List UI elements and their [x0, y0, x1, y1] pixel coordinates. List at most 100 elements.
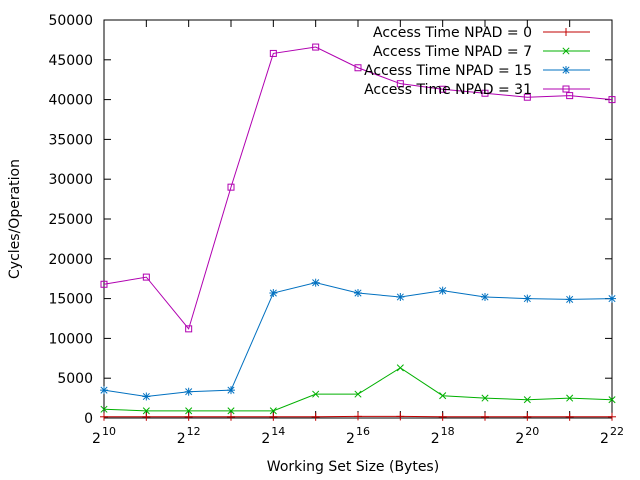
- x-tick-exponent: 10: [102, 425, 116, 438]
- data-point: [311, 412, 320, 421]
- y-tick-label: 15000: [48, 292, 93, 308]
- series-npad-1: [100, 364, 616, 415]
- x-tick-exponent: 16: [356, 425, 370, 438]
- y-tick-label: 0: [84, 411, 93, 427]
- x-axis-title: Working Set Size (Bytes): [267, 459, 439, 475]
- data-point: [142, 392, 151, 401]
- data-point: [227, 407, 235, 415]
- data-point: [481, 89, 489, 97]
- data-point: [312, 390, 320, 398]
- y-tick-label: 20000: [48, 252, 93, 268]
- plot-border: [103, 19, 613, 419]
- data-point: [608, 96, 616, 104]
- y-tick-label: 35000: [48, 132, 93, 148]
- x-tick-base: 2: [515, 431, 524, 447]
- y-tick-label: 30000: [48, 172, 93, 188]
- data-point: [311, 278, 320, 287]
- data-point: [566, 92, 574, 100]
- y-axis-ticks: 0 5000 10000 15000 20000 25000 30000 35000 40000…: [48, 13, 612, 427]
- data-point: [523, 93, 531, 101]
- data-point: [142, 407, 150, 415]
- x-tick-exponent: 12: [187, 425, 201, 438]
- y-tick-label: 25000: [48, 212, 93, 228]
- data-point: [438, 412, 447, 421]
- data-point: [608, 294, 616, 303]
- x-tick-label: 214: [261, 425, 285, 447]
- legend-item: Access Time NPAD = 0: [373, 25, 590, 41]
- series-line: [103, 282, 613, 398]
- data-point: [354, 412, 362, 421]
- x-tick-base: 2: [346, 431, 355, 447]
- x-tick-label: 220: [515, 425, 539, 447]
- x-tick-label: 210: [92, 425, 116, 447]
- legend-item: Access Time NPAD = 31: [364, 82, 590, 98]
- legend-label: Access Time NPAD = 7: [373, 44, 532, 60]
- legend-item: Access Time NPAD = 15: [364, 63, 590, 79]
- x-tick-exponent: 22: [610, 425, 624, 438]
- data-point: [354, 390, 362, 398]
- legend-swatch-marker: [562, 28, 570, 36]
- data-point: [142, 273, 150, 281]
- data-point: [185, 325, 193, 333]
- y-tick-label: 40000: [48, 93, 93, 109]
- data-point: [100, 280, 108, 288]
- legend-item: Access Time NPAD = 7: [373, 44, 590, 60]
- legend-label: Access Time NPAD = 0: [373, 25, 532, 41]
- data-point: [269, 49, 277, 57]
- data-point: [396, 80, 404, 88]
- data-point: [184, 412, 193, 421]
- data-point: [439, 85, 447, 93]
- series-npad-0: [100, 412, 616, 421]
- data-point: [396, 364, 404, 372]
- data-point: [396, 412, 405, 421]
- data-point: [142, 412, 151, 421]
- data-point: [185, 407, 193, 415]
- data-point: [354, 289, 362, 298]
- x-tick-base: 2: [177, 431, 186, 447]
- x-tick-base: 2: [261, 431, 270, 447]
- y-axis-title: Cycles/Operation: [7, 159, 23, 279]
- x-axis-ticks: 210 212 214 216 218 220 222: [92, 20, 624, 447]
- data-point: [523, 294, 532, 303]
- x-tick-label: 222: [600, 425, 624, 447]
- data-point: [227, 412, 235, 421]
- legend-label: Access Time NPAD = 15: [364, 63, 532, 79]
- legend-swatch-marker: [562, 47, 570, 55]
- data-point: [566, 394, 574, 402]
- data-point: [523, 412, 532, 421]
- series-line: [103, 367, 613, 412]
- legend-swatch-marker: [562, 66, 570, 74]
- data-point: [396, 293, 405, 302]
- data-point: [227, 386, 235, 395]
- data-point: [227, 183, 235, 191]
- x-tick-base: 2: [92, 431, 101, 447]
- series-layer: [100, 43, 616, 421]
- data-point: [184, 387, 193, 396]
- data-point: [269, 289, 278, 298]
- data-point: [438, 286, 447, 295]
- x-tick-base: 2: [600, 431, 609, 447]
- data-point: [565, 295, 574, 304]
- series-line: [103, 46, 613, 330]
- data-point: [100, 386, 108, 395]
- series-npad-2: [100, 278, 616, 401]
- data-point: [481, 412, 489, 421]
- data-point: [481, 293, 489, 302]
- y-tick-label: 45000: [48, 53, 93, 69]
- data-point: [354, 64, 362, 72]
- x-tick-label: 216: [346, 425, 370, 447]
- data-point: [100, 412, 108, 421]
- plot-frame: [103, 19, 613, 419]
- data-point: [269, 412, 278, 421]
- data-point: [523, 396, 531, 404]
- y-tick-label: 50000: [48, 13, 93, 29]
- legend: Access Time NPAD = 0 Access Time NPAD = 7…: [364, 25, 590, 98]
- data-point: [481, 394, 489, 402]
- data-point: [565, 412, 574, 421]
- legend-label: Access Time NPAD = 31: [364, 82, 532, 98]
- x-tick-exponent: 18: [441, 425, 455, 438]
- data-point: [608, 396, 616, 404]
- x-tick-label: 212: [177, 425, 201, 447]
- series-npad-3: [100, 43, 616, 333]
